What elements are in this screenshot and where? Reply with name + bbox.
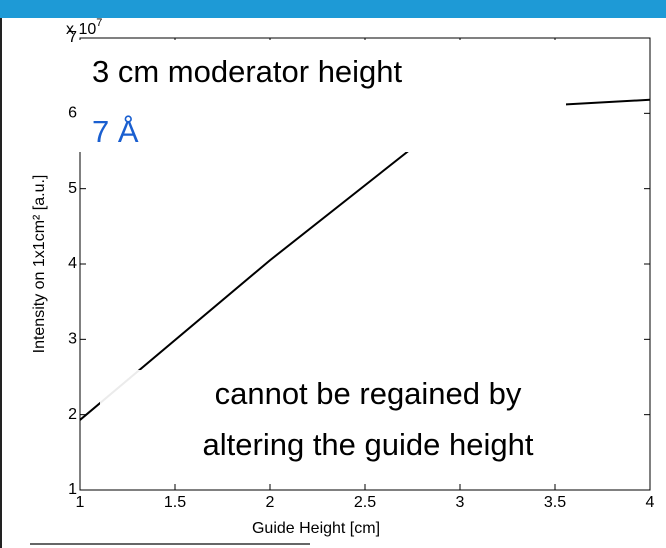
left-edge — [0, 18, 2, 548]
x-tick-label: 4 — [646, 494, 655, 511]
x-tick-label: 1 — [76, 494, 85, 511]
y-tick-label: 7 — [68, 29, 77, 46]
annotation: altering the guide height — [203, 427, 534, 462]
annotation-box — [78, 40, 566, 152]
x-tick-label: 3 — [456, 494, 465, 511]
y-tick-label: 1 — [68, 481, 77, 498]
x-tick-label: 1.5 — [164, 494, 186, 511]
annotation: 7 Å — [92, 114, 139, 149]
y-axis-label: Intensity on 1x1cm² [a.u.] — [31, 175, 48, 354]
y-tick-label: 3 — [68, 331, 77, 348]
multiplier-exponent: 7 — [96, 17, 102, 29]
top-band — [0, 0, 666, 18]
annotation: 3 cm moderator height — [92, 54, 403, 89]
x-tick-label: 3.5 — [544, 494, 566, 511]
multiplier-base: x 10 — [66, 21, 96, 38]
x-axis-label: Guide Height [cm] — [252, 520, 380, 537]
y-tick-label: 4 — [68, 255, 77, 272]
x-tick-label: 2.5 — [354, 494, 376, 511]
y-tick-label: 2 — [68, 406, 77, 423]
y-tick-label: 6 — [68, 105, 77, 122]
annotation: cannot be regained by — [215, 376, 522, 411]
y-multiplier: x 107 — [66, 17, 102, 38]
y-tick-label: 5 — [68, 180, 77, 197]
x-tick-label: 2 — [266, 494, 275, 511]
annotation-box — [100, 370, 640, 478]
